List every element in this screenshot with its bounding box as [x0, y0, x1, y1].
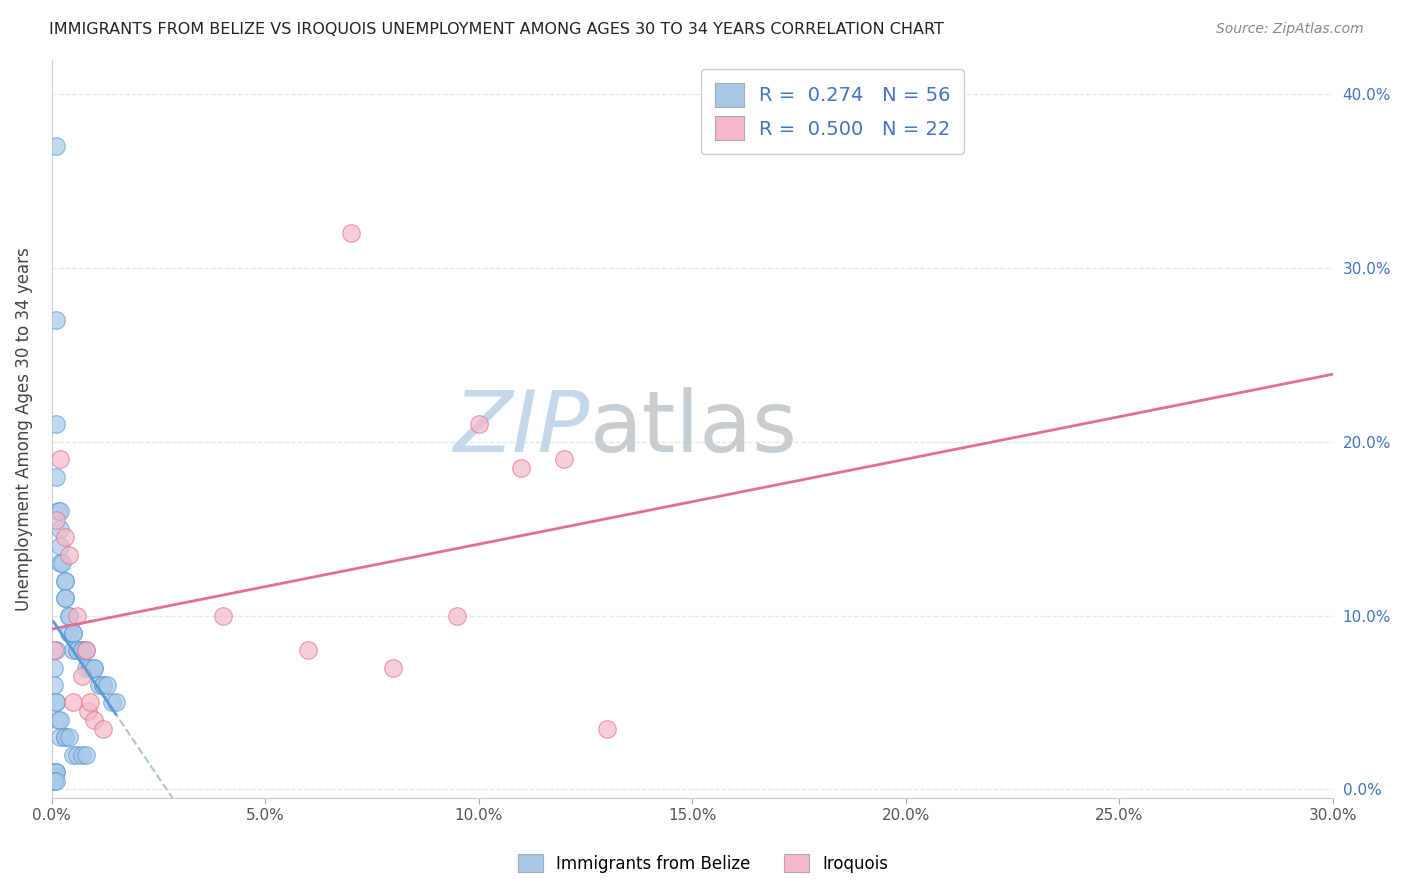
Point — [53, 574, 76, 588]
Point — [42, 764, 65, 779]
Point — [66, 747, 89, 762]
Point — [45, 513, 67, 527]
Point — [42, 678, 65, 692]
Point — [75, 643, 97, 657]
Y-axis label: Unemployment Among Ages 30 to 34 years: Unemployment Among Ages 30 to 34 years — [15, 247, 32, 611]
Point — [53, 574, 76, 588]
Point — [446, 608, 468, 623]
Point — [49, 713, 72, 727]
Point — [104, 696, 127, 710]
Point — [49, 557, 72, 571]
Legend: Immigrants from Belize, Iroquois: Immigrants from Belize, Iroquois — [512, 847, 894, 880]
Point — [58, 608, 80, 623]
Text: Source: ZipAtlas.com: Source: ZipAtlas.com — [1216, 22, 1364, 37]
Point — [45, 773, 67, 788]
Point — [49, 504, 72, 518]
Point — [66, 608, 89, 623]
Point — [49, 539, 72, 553]
Point — [91, 722, 114, 736]
Text: ZIP: ZIP — [454, 387, 589, 470]
Point — [211, 608, 233, 623]
Point — [49, 731, 72, 745]
Point — [77, 704, 100, 718]
Point — [70, 669, 93, 683]
Point — [297, 643, 319, 657]
Point — [66, 643, 89, 657]
Point — [62, 626, 84, 640]
Point — [49, 522, 72, 536]
Point — [45, 643, 67, 657]
Point — [45, 764, 67, 779]
Point — [58, 608, 80, 623]
Point — [75, 643, 97, 657]
Point — [62, 643, 84, 657]
Text: IMMIGRANTS FROM BELIZE VS IROQUOIS UNEMPLOYMENT AMONG AGES 30 TO 34 YEARS CORREL: IMMIGRANTS FROM BELIZE VS IROQUOIS UNEMP… — [49, 22, 943, 37]
Point — [596, 722, 619, 736]
Point — [42, 643, 65, 657]
Point — [382, 661, 405, 675]
Point — [75, 747, 97, 762]
Point — [58, 731, 80, 745]
Point — [468, 417, 491, 432]
Point — [51, 557, 73, 571]
Point — [58, 548, 80, 562]
Point — [45, 764, 67, 779]
Point — [45, 417, 67, 432]
Point — [510, 461, 533, 475]
Point — [46, 504, 69, 518]
Point — [75, 661, 97, 675]
Point — [79, 696, 101, 710]
Point — [83, 713, 105, 727]
Point — [42, 773, 65, 788]
Point — [96, 678, 118, 692]
Point — [87, 678, 110, 692]
Point — [91, 678, 114, 692]
Point — [70, 643, 93, 657]
Point — [53, 731, 76, 745]
Point — [42, 773, 65, 788]
Point — [91, 678, 114, 692]
Point — [100, 696, 122, 710]
Point — [45, 696, 67, 710]
Point — [53, 591, 76, 606]
Point — [339, 227, 361, 241]
Point — [70, 747, 93, 762]
Point — [42, 661, 65, 675]
Point — [45, 469, 67, 483]
Legend: R =  0.274   N = 56, R =  0.500   N = 22: R = 0.274 N = 56, R = 0.500 N = 22 — [702, 70, 965, 153]
Point — [66, 643, 89, 657]
Point — [45, 313, 67, 327]
Text: atlas: atlas — [589, 387, 797, 470]
Point — [62, 696, 84, 710]
Point — [53, 530, 76, 544]
Point — [62, 626, 84, 640]
Point — [46, 713, 69, 727]
Point — [83, 661, 105, 675]
Point — [70, 643, 93, 657]
Point — [49, 452, 72, 467]
Point — [83, 661, 105, 675]
Point — [58, 626, 80, 640]
Point — [53, 591, 76, 606]
Point — [45, 139, 67, 153]
Point — [79, 661, 101, 675]
Point — [553, 452, 575, 467]
Point — [45, 696, 67, 710]
Point — [53, 731, 76, 745]
Point — [62, 747, 84, 762]
